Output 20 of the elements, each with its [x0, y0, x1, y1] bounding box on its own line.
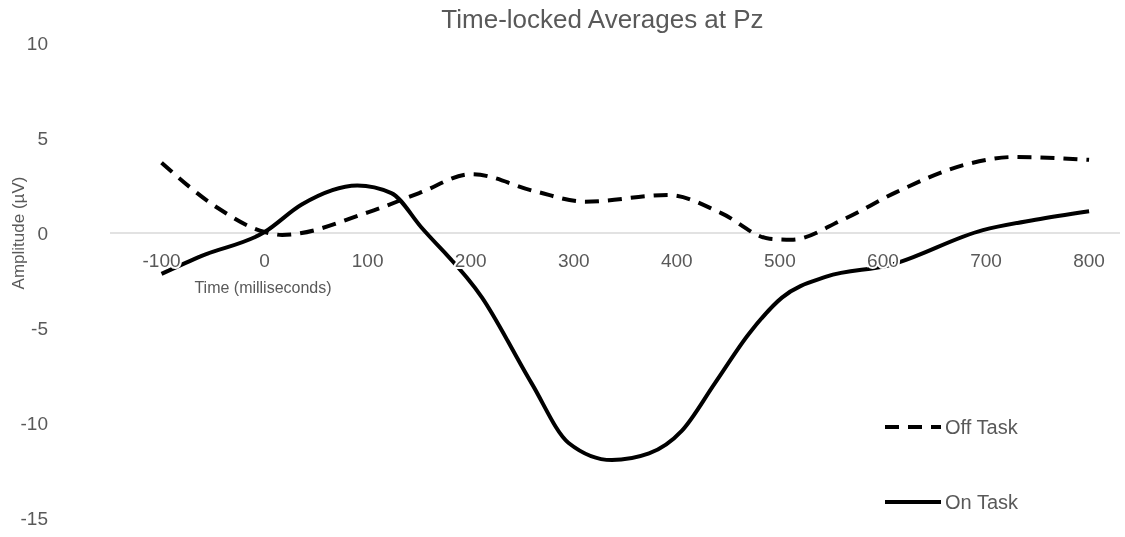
- x-tick-label: 800: [1073, 250, 1105, 271]
- y-axis-title: Amplitude (µV): [9, 176, 28, 290]
- y-tick-label: -15: [20, 507, 48, 529]
- y-tick-label: 10: [26, 32, 48, 54]
- y-tick-label: -5: [31, 317, 48, 339]
- legend-label: On Task: [945, 491, 1019, 513]
- x-tick-label: -100: [142, 250, 181, 271]
- x-tick-label: 100: [351, 250, 384, 271]
- x-tick-label: 200: [454, 250, 487, 271]
- x-tick-label: 700: [970, 250, 1002, 271]
- y-tick-label: 5: [37, 127, 48, 149]
- legend-label: Off Task: [945, 416, 1019, 438]
- y-tick-label: 0: [37, 222, 48, 244]
- x-tick-label: 0: [259, 250, 270, 271]
- chart-title: Time-locked Averages at Pz: [441, 4, 764, 34]
- x-tick-label: 400: [660, 250, 693, 271]
- x-tick-label: 500: [764, 250, 796, 271]
- x-axis-title: Time (milliseconds): [194, 279, 332, 296]
- y-tick-label: -10: [20, 412, 48, 434]
- x-tick-label: 300: [557, 250, 590, 271]
